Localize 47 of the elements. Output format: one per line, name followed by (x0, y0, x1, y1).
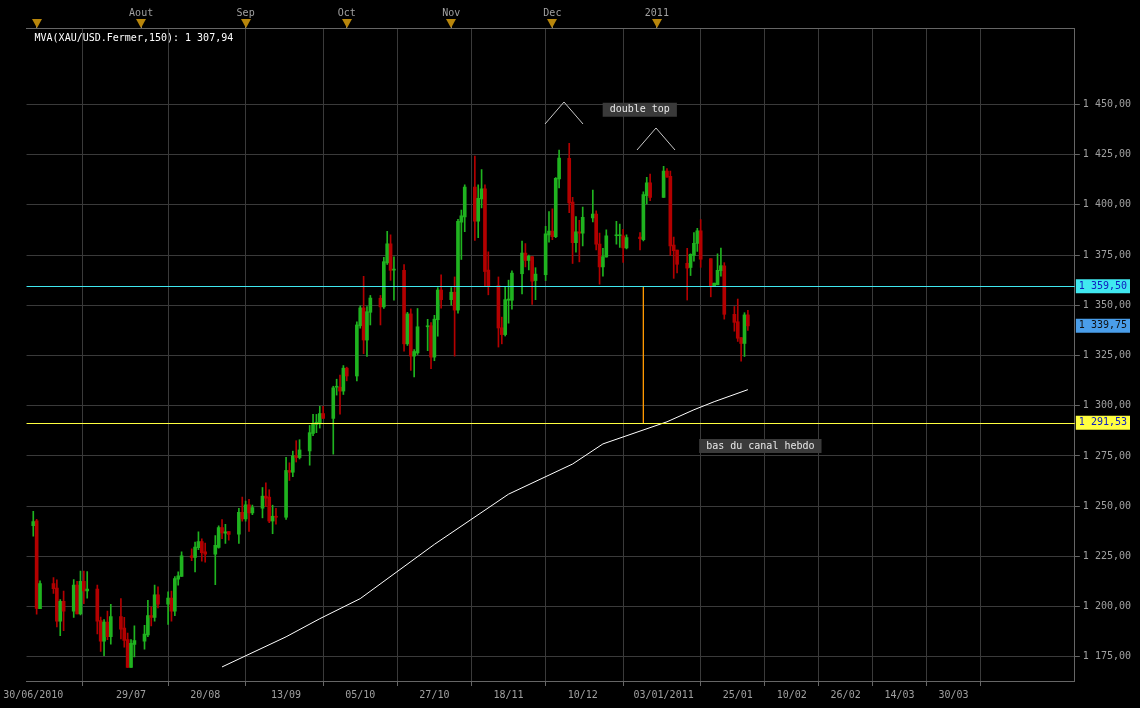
y-tick-label: 1 450,00 (1082, 97, 1132, 109)
x-tick-label: 30/03 (938, 688, 969, 700)
y-tick-label: 1 175,00 (1082, 650, 1132, 662)
y-tick-label: 1 275,00 (1082, 449, 1132, 461)
y-tick-label: 1 400,00 (1082, 198, 1132, 210)
x-tick-label: 05/10 (345, 688, 376, 700)
x-tick-label: 10/12 (567, 688, 598, 700)
x-tick-label: 13/09 (271, 688, 302, 700)
x-tick-label: 26/02 (830, 688, 861, 700)
candlestick (166, 591, 170, 625)
x2-tick-label: Aout (129, 6, 154, 18)
x2-tick-label: 2011 (644, 6, 669, 18)
ref-line-label: 1 359,50 (1078, 279, 1128, 291)
y-tick-label: 1 225,00 (1082, 550, 1132, 562)
x-tick-label: 03/01/2011 (633, 688, 694, 700)
x2-tick-label: Nov (442, 6, 461, 18)
annotation: MVA(XAU/USD.Fermer,150): 1 307,94 (34, 31, 234, 43)
annotation: double top (609, 103, 670, 115)
x-tick-label: 30/06/2010 (3, 688, 64, 700)
candlestick (203, 542, 208, 563)
candlestick (617, 223, 622, 248)
x-tick-label: 29/07 (115, 688, 147, 700)
candlestick (638, 232, 642, 251)
x2-tick-label: Dec (543, 6, 562, 18)
x2-tick-label: Sep (236, 6, 255, 18)
y-tick-label: 1 325,00 (1082, 349, 1132, 361)
x-tick-label: 25/01 (722, 688, 753, 700)
x-tick-label: 14/03 (884, 688, 915, 700)
x-tick-label: 18/11 (493, 688, 524, 700)
x2-tick-label: Oct (337, 6, 356, 18)
y-tick-label: 1 375,00 (1082, 248, 1132, 260)
candlestick (274, 508, 278, 525)
x-tick-label: 20/08 (190, 688, 221, 700)
y-tick-label: 1 350,00 (1082, 298, 1132, 310)
y-tick-label: 1 425,00 (1082, 148, 1132, 160)
candlestick (149, 606, 154, 627)
y-tick-label: 1 250,00 (1082, 499, 1132, 511)
y-tick-label: 1 300,00 (1082, 399, 1132, 411)
x-tick-label: 27/10 (419, 688, 450, 700)
ref-line-label: 1 291,53 (1078, 416, 1128, 428)
x-tick-label: 10/02 (776, 688, 807, 700)
text: 1 339,75 (1078, 319, 1128, 331)
candlestick (189, 548, 194, 561)
annotation: bas du canal hebdo (706, 439, 815, 451)
y-tick-label: 1 200,00 (1082, 600, 1132, 612)
candlestick (31, 510, 36, 537)
candlestick (338, 374, 342, 415)
